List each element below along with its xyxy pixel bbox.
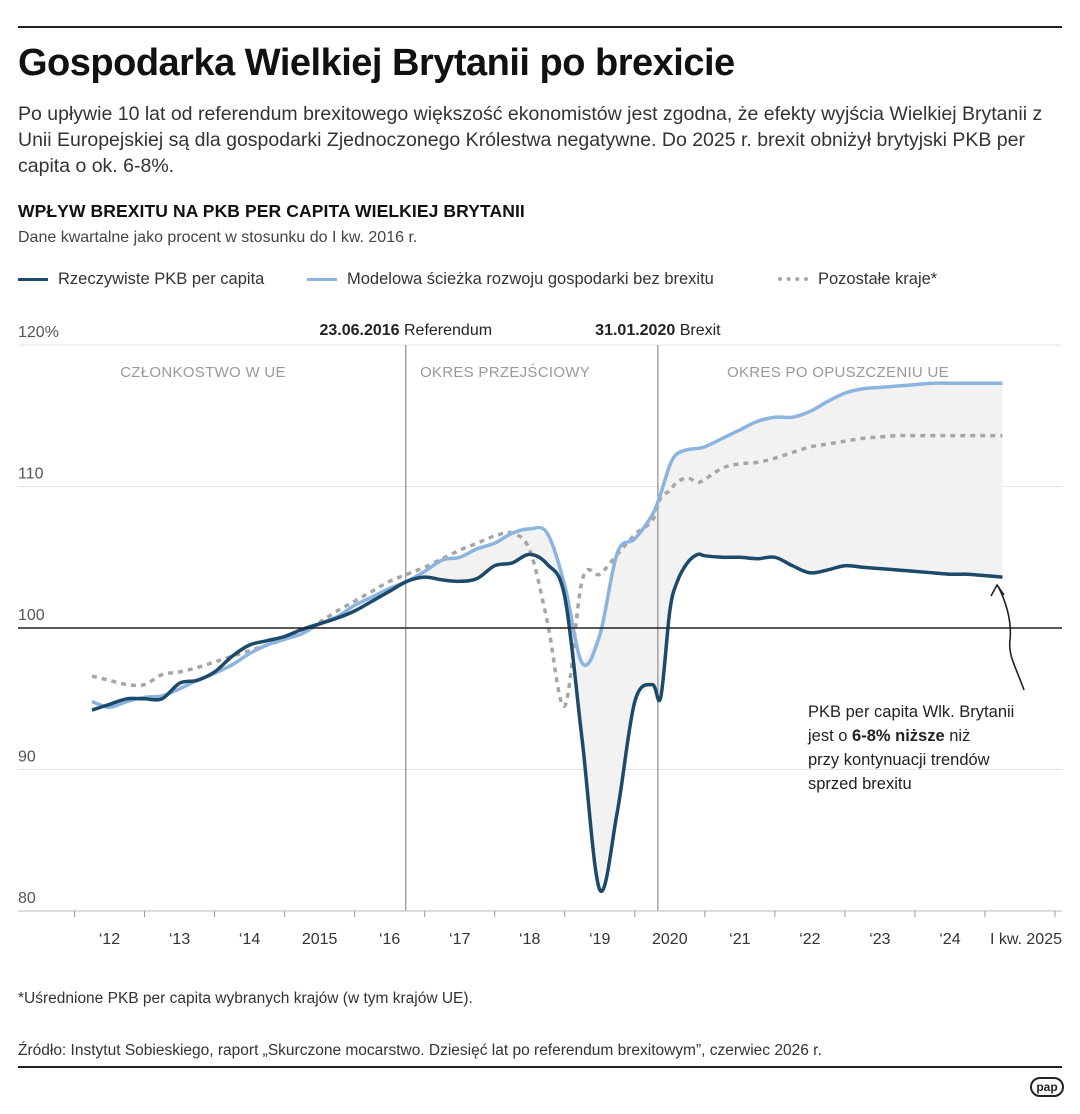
x-tick-label-2024: ‘24 xyxy=(939,931,960,948)
x-tick-label-2017: ‘17 xyxy=(449,931,470,948)
x-tick-label-2018: ‘18 xyxy=(519,931,540,948)
pap-logo: pap xyxy=(1030,1077,1064,1097)
intro-text: Po upływie 10 lat od referendum brexitow… xyxy=(18,103,1043,177)
axis-layer: 80 90 100 110 120% ‘12 ‘13 ‘14 2015 ‘16 ‘17 ‘18 ‘19 2… xyxy=(18,324,1062,948)
legend-swatch-others xyxy=(778,277,808,281)
period-label-membership: CZŁONKOSTWO W UE xyxy=(120,364,286,381)
legend-item-actual: Rzeczywiste PKB per capita xyxy=(18,266,264,292)
page-title: Gospodarka Wielkiej Brytanii po brexicie xyxy=(18,42,735,84)
event-label-1: 31.01.2020 Brexit xyxy=(595,322,721,339)
x-tick-label-2019: ‘19 xyxy=(589,931,610,948)
bottom-rule xyxy=(18,1066,1062,1068)
legend-item-model: Modelowa ścieżka rozwoju gospodarki bez … xyxy=(307,266,714,292)
x-tick-label-2021: ‘21 xyxy=(729,931,750,948)
x-tick-label-2025: I kw. 2025 xyxy=(990,931,1062,948)
y-tick-label-100: 100 xyxy=(18,607,45,624)
series-line-others xyxy=(91,433,1003,708)
x-tick-label-2013: ‘13 xyxy=(169,931,190,948)
series-line-actual xyxy=(91,552,1003,894)
y-tick-label-120: 120% xyxy=(18,324,59,341)
chart-title: WPŁYW BREXITU NA PKB PER CAPITA WIELKIEJ… xyxy=(18,201,525,221)
legend-swatch-model xyxy=(307,277,337,281)
gdp-line-chart: CZŁONKOSTWO W UE OKRES PRZEJŚCIOWY OKRES… xyxy=(18,322,1062,948)
x-tick-label-2014: ‘14 xyxy=(239,931,260,948)
period-labels-layer: CZŁONKOSTWO W UE OKRES PRZEJŚCIOWY OKRES… xyxy=(120,363,949,381)
y-tick-label-110: 110 xyxy=(18,466,44,483)
annotation-line-3: przy kontynuacji trendów xyxy=(808,751,990,769)
annotation-layer: PKB per capita Wlk. Brytanii jest o 6-8%… xyxy=(807,583,1025,793)
x-tick-label-2012: ‘12 xyxy=(99,931,120,948)
top-rule xyxy=(18,26,1062,28)
chart-subtitle: Dane kwartalne jako procent w stosunku d… xyxy=(18,229,418,246)
gap-fill-layer xyxy=(405,383,1003,890)
y-tick-label-80: 80 xyxy=(18,890,36,907)
y-tick-label-90: 90 xyxy=(18,749,36,766)
footnote: *Uśrednione PKB per capita wybranych kra… xyxy=(18,990,473,1007)
chart-legend: Rzeczywiste PKB per capita Modelowa ście… xyxy=(18,266,1062,292)
period-label-transition: OKRES PRZEJŚCIOWY xyxy=(420,363,590,381)
legend-label-actual: Rzeczywiste PKB per capita xyxy=(58,269,265,288)
series-line-model xyxy=(91,381,1003,709)
x-tick-label-2022: ‘22 xyxy=(799,931,820,948)
legend-label-others: Pozostałe kraje* xyxy=(818,269,938,288)
gap-area xyxy=(405,383,1003,890)
x-tick-label-2023: ‘23 xyxy=(869,931,890,948)
legend-swatch-actual xyxy=(18,277,48,281)
annotation-arrow xyxy=(997,585,1025,691)
period-label-post-exit: OKRES PO OPUSZCZENIU UE xyxy=(727,364,949,381)
source-note: Źródło: Instytut Sobieskiego, raport „Sk… xyxy=(18,1042,822,1059)
x-tick-label-2016: ‘16 xyxy=(379,931,400,948)
event-label-0: 23.06.2016 Referendum xyxy=(319,322,492,339)
x-tick-label-2015: 2015 xyxy=(302,931,338,948)
legend-item-others: Pozostałe kraje* xyxy=(778,266,937,292)
annotation-line-1: PKB per capita Wlk. Brytanii xyxy=(808,703,1014,721)
legend-label-model: Modelowa ścieżka rozwoju gospodarki bez … xyxy=(347,269,714,288)
annotation-arrowhead xyxy=(990,583,1005,597)
series-lines-layer xyxy=(91,381,1003,894)
annotation-line-4: sprzed brexitu xyxy=(808,775,912,793)
x-tick-label-2020: 2020 xyxy=(652,931,688,948)
annotation-line-2: jest o 6-8% niższe niż xyxy=(807,727,970,745)
